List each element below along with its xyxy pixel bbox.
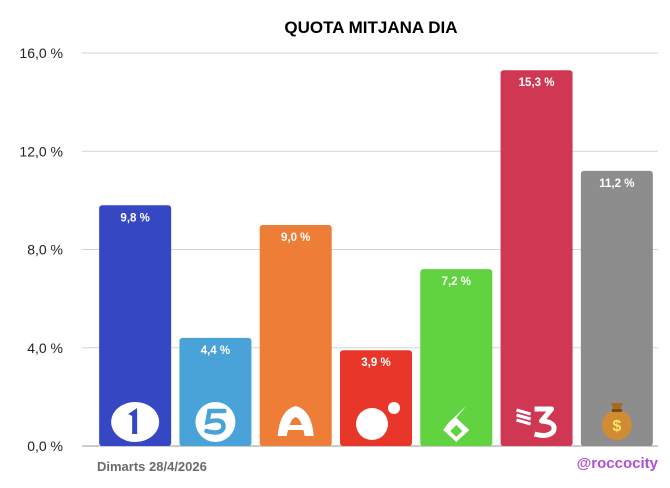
y-tick-label: 4,0 % <box>27 340 63 356</box>
footer-date: Dimarts 28/4/2026 <box>97 459 207 474</box>
bar-data-label: 7,2 % <box>442 276 471 288</box>
svg-text:$: $ <box>612 418 621 435</box>
y-tick-label: 8,0 % <box>27 242 63 258</box>
bar-7 <box>580 170 653 446</box>
cuatro-logo-icon <box>356 402 400 440</box>
bar-1 <box>99 205 172 446</box>
money-bag-icon: $ <box>601 403 632 440</box>
bar-data-label: 4,4 % <box>201 345 230 357</box>
y-tick-label: 12,0 % <box>19 143 63 159</box>
bar-data-label: 3,9 % <box>361 357 390 369</box>
bar-6 <box>500 70 573 446</box>
lasexta-logo-icon <box>443 406 470 442</box>
antena3-logo-icon <box>277 406 314 436</box>
chart-title: QUOTA MITJANA DIA <box>284 18 457 37</box>
bar-data-label: 15,3 % <box>519 77 555 89</box>
bar-5 <box>420 269 493 446</box>
bar-data-label: 11,2 % <box>599 178 634 190</box>
y-tick-label: 0,0 % <box>27 438 63 454</box>
la1-logo-icon <box>111 402 160 442</box>
y-tick-label: 16,0 % <box>19 45 63 61</box>
telecinco-logo-icon <box>195 402 236 442</box>
bar-data-label: 9,0 % <box>281 232 310 244</box>
bar-data-label: 9,8 % <box>120 212 149 224</box>
tv3-logo-icon <box>516 406 557 438</box>
footer-handle: @roccocity <box>576 455 658 472</box>
bar-3 <box>259 224 332 446</box>
